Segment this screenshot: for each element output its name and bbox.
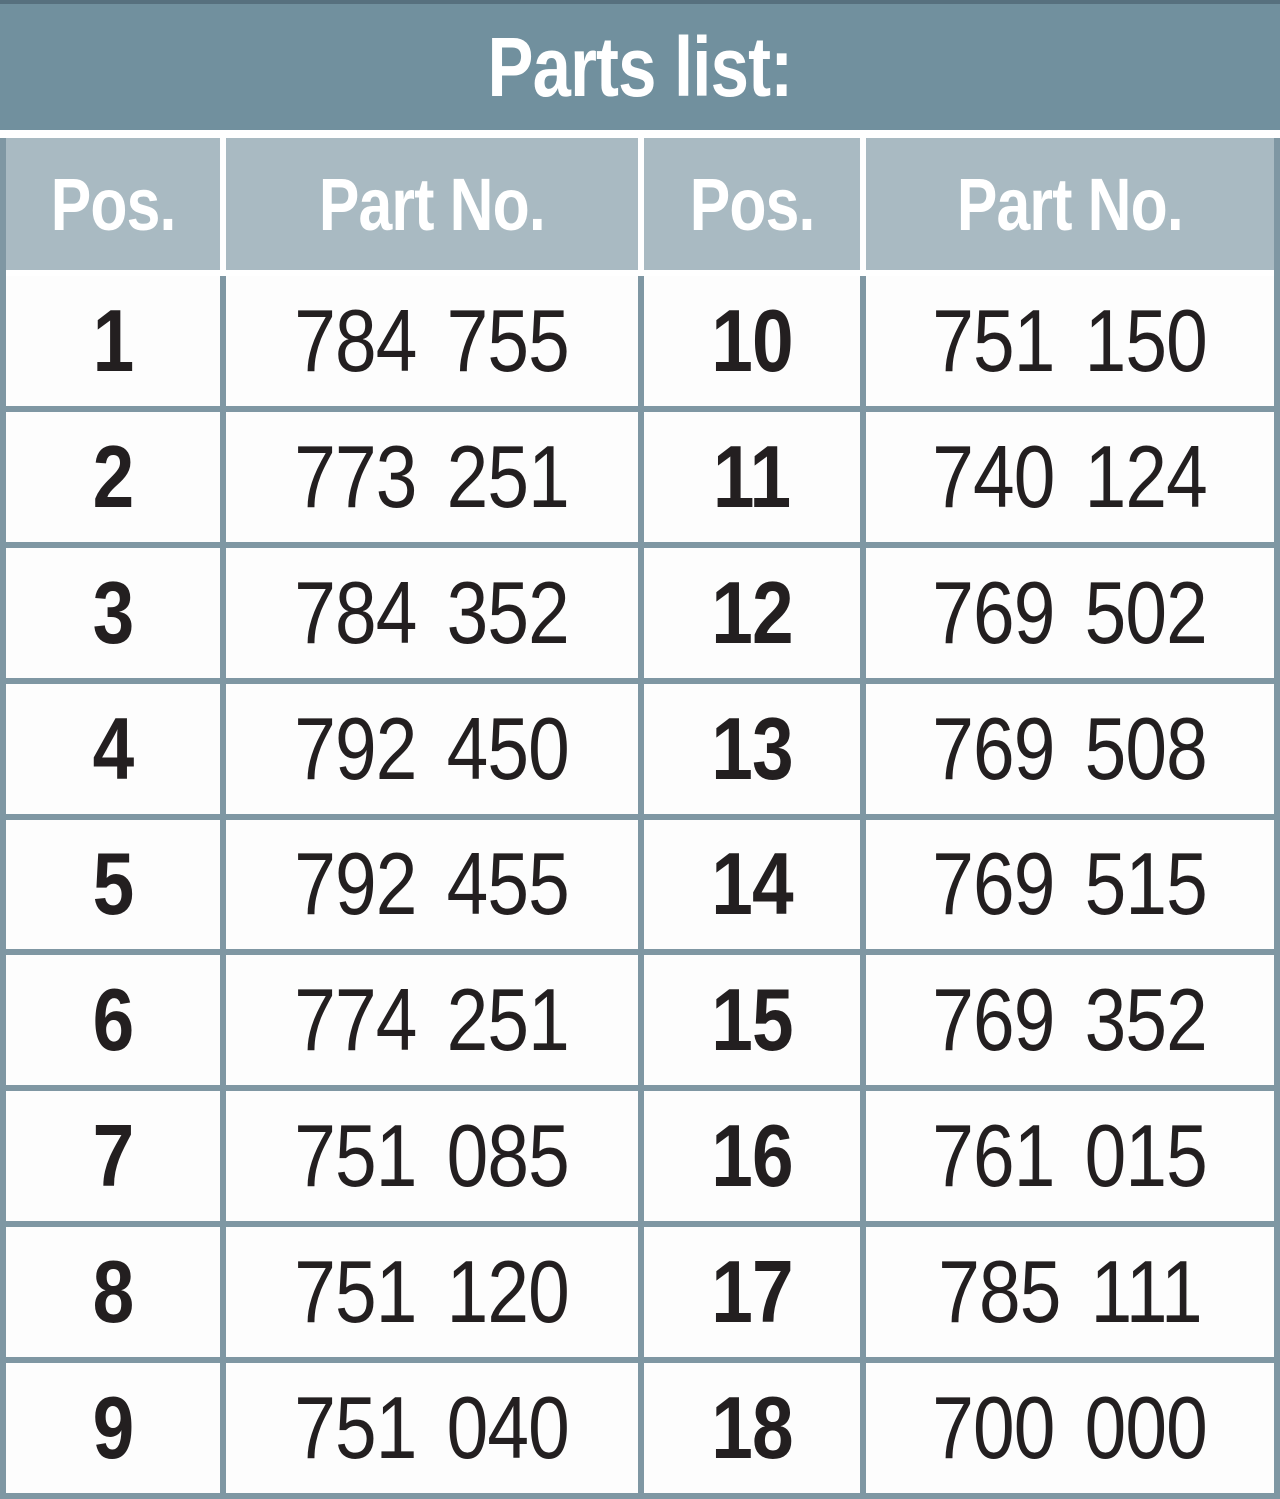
pos-cell: 2 bbox=[6, 411, 220, 542]
pos-cell: 3 bbox=[6, 547, 220, 678]
part-no-value: 751 120 bbox=[294, 1242, 570, 1342]
pos-cell: 11 bbox=[644, 411, 860, 542]
part-no-cell: 751 120 bbox=[226, 1227, 638, 1358]
column-header-label: Part No. bbox=[318, 162, 546, 246]
parts-list-body: Pos. Part No. Pos. Part No. 1 784 755 10 75… bbox=[0, 138, 1280, 1499]
part-no-value: 751 150 bbox=[932, 290, 1208, 390]
pos-value: 3 bbox=[92, 562, 135, 662]
part-no-cell: 769 508 bbox=[866, 683, 1274, 814]
part-no-cell: 769 352 bbox=[866, 955, 1274, 1086]
part-no-value: 792 450 bbox=[294, 698, 570, 798]
title-separator bbox=[0, 130, 1280, 138]
pos-value: 12 bbox=[711, 562, 793, 662]
pos-value: 2 bbox=[92, 426, 135, 526]
column-header-partno-left: Part No. bbox=[226, 138, 638, 270]
pos-value: 1 bbox=[92, 290, 135, 390]
part-no-value: 774 251 bbox=[294, 970, 570, 1070]
pos-cell: 7 bbox=[6, 1091, 220, 1222]
pos-value: 18 bbox=[711, 1378, 793, 1478]
pos-value: 5 bbox=[92, 834, 135, 934]
parts-list-title-bar: Parts list: bbox=[0, 0, 1280, 130]
part-no-cell: 700 000 bbox=[866, 1363, 1274, 1493]
column-header-label: Part No. bbox=[956, 162, 1184, 246]
part-no-cell: 784 755 bbox=[226, 276, 638, 406]
part-no-value: 769 502 bbox=[932, 562, 1208, 662]
part-no-cell: 774 251 bbox=[226, 955, 638, 1086]
pos-value: 13 bbox=[711, 698, 793, 798]
part-no-cell: 751 040 bbox=[226, 1363, 638, 1493]
pos-value: 16 bbox=[711, 1106, 793, 1206]
pos-value: 11 bbox=[713, 426, 791, 526]
part-no-cell: 769 502 bbox=[866, 547, 1274, 678]
parts-list-title: Parts list: bbox=[487, 19, 794, 114]
pos-value: 9 bbox=[92, 1378, 135, 1478]
pos-value: 6 bbox=[92, 970, 135, 1070]
part-no-value: 769 352 bbox=[932, 970, 1208, 1070]
pos-value: 15 bbox=[711, 970, 793, 1070]
part-no-cell: 785 111 bbox=[866, 1227, 1274, 1358]
part-no-cell: 769 515 bbox=[866, 819, 1274, 950]
part-no-value: 740 124 bbox=[932, 426, 1208, 526]
part-no-value: 700 000 bbox=[932, 1378, 1208, 1478]
pos-value: 8 bbox=[92, 1242, 135, 1342]
part-no-cell: 792 455 bbox=[226, 819, 638, 950]
column-header-partno-right: Part No. bbox=[866, 138, 1274, 270]
part-no-cell: 761 015 bbox=[866, 1091, 1274, 1222]
pos-value: 7 bbox=[92, 1106, 135, 1206]
pos-cell: 10 bbox=[644, 276, 860, 406]
part-no-value: 769 508 bbox=[932, 698, 1208, 798]
column-header-row: Pos. Part No. Pos. Part No. bbox=[6, 138, 1274, 270]
column-header-label: Pos. bbox=[50, 162, 177, 246]
pos-cell: 14 bbox=[644, 819, 860, 950]
pos-value: 17 bbox=[711, 1242, 793, 1342]
part-no-value: 784 755 bbox=[294, 290, 570, 390]
pos-cell: 8 bbox=[6, 1227, 220, 1358]
part-no-cell: 773 251 bbox=[226, 411, 638, 542]
part-no-cell: 751 150 bbox=[866, 276, 1274, 406]
pos-cell: 6 bbox=[6, 955, 220, 1086]
part-no-value: 751 085 bbox=[294, 1106, 570, 1206]
part-no-value: 769 515 bbox=[932, 834, 1208, 934]
part-no-value: 785 111 bbox=[938, 1242, 1202, 1342]
part-no-cell: 740 124 bbox=[866, 411, 1274, 542]
pos-cell: 12 bbox=[644, 547, 860, 678]
part-no-cell: 792 450 bbox=[226, 683, 638, 814]
column-header-pos-left: Pos. bbox=[6, 138, 220, 270]
pos-value: 14 bbox=[711, 834, 793, 934]
pos-value: 4 bbox=[92, 698, 135, 798]
column-header-pos-right: Pos. bbox=[644, 138, 860, 270]
part-no-cell: 784 352 bbox=[226, 547, 638, 678]
part-no-value: 792 455 bbox=[294, 834, 570, 934]
part-no-value: 751 040 bbox=[294, 1378, 570, 1478]
pos-cell: 17 bbox=[644, 1227, 860, 1358]
column-header-label: Pos. bbox=[689, 162, 816, 246]
pos-value: 10 bbox=[711, 290, 793, 390]
pos-cell: 1 bbox=[6, 276, 220, 406]
pos-cell: 5 bbox=[6, 819, 220, 950]
part-no-value: 784 352 bbox=[294, 562, 570, 662]
part-no-value: 773 251 bbox=[294, 426, 570, 526]
part-no-cell: 751 085 bbox=[226, 1091, 638, 1222]
pos-cell: 15 bbox=[644, 955, 860, 1086]
parts-grid: 1 784 755 10 751 150 2 773 251 11 740 124 3 784 3… bbox=[6, 276, 1274, 1493]
pos-cell: 4 bbox=[6, 683, 220, 814]
pos-cell: 16 bbox=[644, 1091, 860, 1222]
pos-cell: 13 bbox=[644, 683, 860, 814]
pos-cell: 18 bbox=[644, 1363, 860, 1493]
part-no-value: 761 015 bbox=[932, 1106, 1208, 1206]
pos-cell: 9 bbox=[6, 1363, 220, 1493]
